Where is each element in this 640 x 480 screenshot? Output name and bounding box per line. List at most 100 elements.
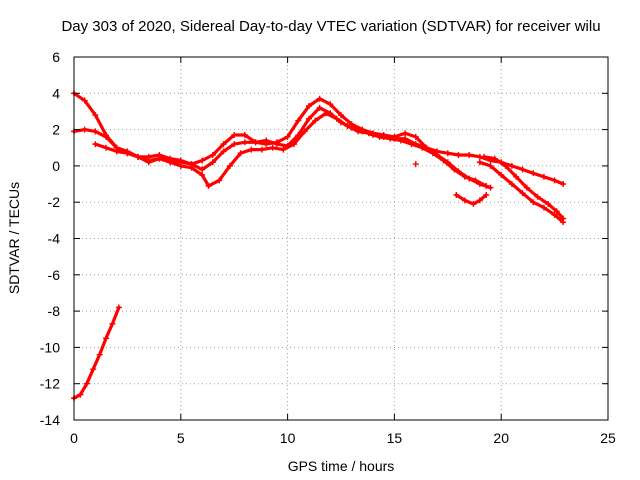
data-point (491, 155, 498, 162)
data-point (545, 201, 552, 208)
data-point (92, 112, 99, 119)
data-point (305, 103, 312, 110)
data-point (412, 133, 419, 140)
x-tick-label: 20 (493, 430, 509, 446)
data-point (81, 97, 88, 104)
data-point (316, 95, 323, 102)
data-point (167, 159, 174, 166)
series-track-g (71, 304, 122, 402)
series-line (72, 305, 121, 400)
data-point (472, 177, 479, 184)
data-point (412, 161, 419, 168)
series-line (454, 193, 488, 206)
data-point (92, 128, 99, 135)
data-point (312, 117, 319, 124)
data-point (258, 146, 265, 153)
data-point (338, 112, 344, 119)
data-point (220, 141, 227, 148)
data-point (502, 162, 509, 169)
data-point (402, 130, 409, 137)
data-point (177, 157, 184, 164)
y-tick-label: -4 (48, 231, 61, 247)
data-point (115, 304, 122, 311)
data-point (534, 193, 541, 200)
data-point (209, 152, 216, 159)
data-point (455, 152, 462, 159)
data-point (305, 115, 312, 122)
data-point (220, 148, 227, 155)
data-point (156, 155, 163, 162)
data-point (470, 201, 477, 208)
data-series-layer (71, 90, 567, 402)
data-point (96, 351, 103, 358)
data-point (483, 191, 490, 198)
y-axis-ticks: 6 4 2 0 -2 -4 -6 -8 -10 -12 -14 (40, 49, 608, 428)
data-point (280, 146, 287, 153)
series-line (93, 111, 488, 188)
data-point (476, 197, 483, 204)
data-point (481, 153, 488, 160)
x-tick-label: 5 (177, 430, 185, 446)
data-point (419, 144, 426, 151)
data-point (476, 159, 483, 166)
data-point (109, 320, 116, 327)
data-point (241, 132, 248, 139)
data-point (530, 170, 537, 177)
series-line (482, 155, 565, 221)
data-point (344, 122, 351, 129)
data-point (483, 182, 490, 189)
data-point (216, 177, 223, 184)
data-point (530, 199, 537, 206)
data-point (560, 219, 567, 226)
data-point (231, 132, 238, 139)
x-tick-label: 15 (387, 430, 403, 446)
y-tick-label: -10 (40, 339, 60, 355)
data-point (523, 184, 530, 191)
data-point (376, 133, 383, 140)
data-point (327, 101, 334, 108)
series-track-f (476, 159, 567, 226)
data-point (487, 162, 494, 169)
data-point (248, 146, 255, 153)
y-tick-label: -12 (40, 376, 60, 392)
data-point (466, 152, 473, 159)
data-point (365, 130, 372, 137)
data-point (551, 177, 558, 184)
series-track-d (453, 191, 490, 208)
x-tick-label: 0 (70, 430, 78, 446)
x-tick-label: 10 (280, 430, 296, 446)
data-point (205, 182, 212, 189)
data-point (92, 141, 99, 148)
data-point (408, 141, 415, 148)
data-point (81, 126, 88, 133)
y-tick-label: 0 (52, 158, 60, 174)
data-point (355, 128, 362, 135)
data-point (177, 162, 184, 169)
data-point (199, 157, 206, 164)
data-point (273, 141, 280, 148)
data-point (284, 133, 291, 140)
data-point (508, 181, 515, 188)
data-point (551, 211, 558, 218)
y-tick-label: 4 (52, 85, 60, 101)
data-point (90, 366, 97, 373)
data-point (461, 173, 468, 180)
x-axis-label: GPS time / hours (288, 458, 395, 474)
data-point (113, 148, 120, 155)
data-point (103, 133, 110, 140)
data-point (429, 150, 436, 157)
data-point (209, 159, 216, 166)
x-axis-ticks: 0 5 10 15 20 25 (70, 57, 616, 446)
y-axis-label: SDTVAR / TECUs (6, 182, 22, 294)
data-point (519, 190, 526, 197)
series-track-e (481, 153, 567, 222)
data-point (508, 162, 515, 169)
data-point (387, 135, 394, 142)
series-line (478, 160, 565, 224)
data-point (145, 159, 152, 166)
data-point (83, 380, 90, 387)
data-point (553, 208, 560, 215)
y-tick-label: -6 (48, 267, 61, 283)
data-point (199, 166, 206, 173)
